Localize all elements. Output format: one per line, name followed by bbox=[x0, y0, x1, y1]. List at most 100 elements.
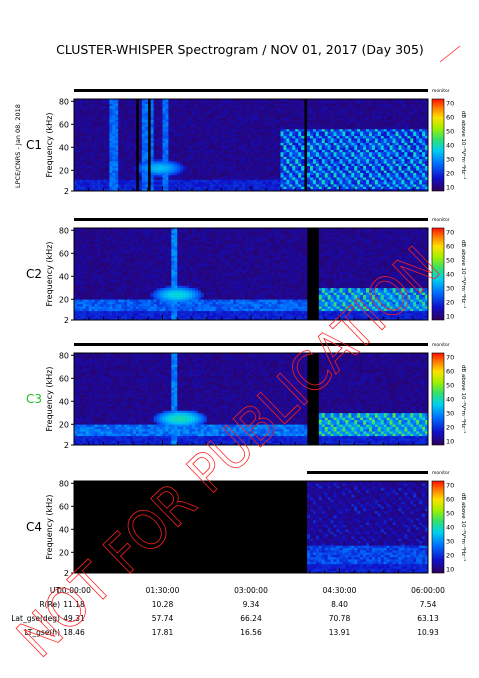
heatmap-cell bbox=[82, 308, 87, 312]
heatmap-cell bbox=[307, 105, 311, 109]
heatmap-cell bbox=[209, 140, 213, 143]
heatmap-cell bbox=[377, 99, 382, 102]
heatmap-cell bbox=[150, 163, 154, 166]
heatmap-cell bbox=[88, 269, 92, 272]
heatmap-cell bbox=[330, 156, 334, 160]
heatmap-cell bbox=[251, 156, 255, 160]
heatmap-cell bbox=[342, 135, 346, 139]
heatmap-cell bbox=[289, 128, 293, 132]
heatmap-cell bbox=[144, 179, 149, 183]
heatmap-cell bbox=[203, 110, 208, 114]
heatmap-cell bbox=[153, 138, 157, 141]
heatmap-cell bbox=[253, 165, 258, 169]
heatmap-cell bbox=[200, 110, 205, 114]
heatmap-cell bbox=[286, 149, 290, 153]
heatmap-cell bbox=[268, 145, 272, 148]
heatmap-cell bbox=[366, 172, 370, 176]
heatmap-cell bbox=[256, 133, 261, 137]
heatmap-cell bbox=[76, 271, 81, 275]
heatmap-cell bbox=[138, 99, 143, 102]
heatmap-cell bbox=[82, 299, 87, 302]
heatmap-cell bbox=[138, 128, 143, 132]
heatmap-cell bbox=[336, 110, 340, 114]
heatmap-cell bbox=[97, 140, 101, 143]
heatmap-cell bbox=[74, 140, 78, 143]
heatmap-cell bbox=[189, 154, 193, 157]
heatmap-cell bbox=[112, 163, 116, 166]
heatmap-cell bbox=[380, 147, 385, 150]
heatmap-cell bbox=[339, 142, 343, 146]
heatmap-cell bbox=[374, 122, 379, 125]
heatmap-cell bbox=[156, 179, 160, 183]
heatmap-cell bbox=[289, 135, 293, 139]
heatmap-cell bbox=[283, 142, 287, 146]
heatmap-cell bbox=[221, 172, 225, 176]
heatmap-cell bbox=[339, 165, 343, 169]
heatmap-cell bbox=[233, 163, 237, 166]
heatmap-cell bbox=[395, 135, 399, 139]
heatmap-cell bbox=[94, 149, 98, 153]
heatmap-cell bbox=[366, 131, 370, 134]
heatmap-cell bbox=[118, 149, 122, 153]
heatmap-cell bbox=[360, 172, 364, 176]
heatmap-cell bbox=[153, 158, 157, 162]
heatmap-cell bbox=[230, 142, 234, 146]
heatmap-cell bbox=[109, 99, 113, 102]
heatmap-cell bbox=[100, 99, 104, 102]
heatmap-cell bbox=[97, 117, 101, 120]
heatmap-cell bbox=[248, 163, 252, 166]
heatmap-cell bbox=[224, 154, 228, 157]
heatmap-cell bbox=[286, 101, 290, 104]
heatmap-cell bbox=[321, 188, 326, 192]
heatmap-cell bbox=[251, 126, 255, 130]
heatmap-cell bbox=[227, 103, 231, 107]
heatmap-cell bbox=[371, 188, 376, 192]
heatmap-cell bbox=[371, 179, 376, 183]
heatmap-cell bbox=[171, 174, 175, 178]
heatmap-cell bbox=[422, 126, 426, 130]
heatmap-cell bbox=[407, 110, 411, 114]
heatmap-cell bbox=[209, 103, 213, 107]
heatmap-cell bbox=[321, 119, 326, 123]
heatmap-cell bbox=[380, 108, 385, 111]
heatmap-cell bbox=[369, 115, 373, 118]
heatmap-cell bbox=[324, 149, 328, 153]
heatmap-cell bbox=[324, 108, 328, 111]
heatmap-cell bbox=[336, 149, 340, 153]
heatmap-cell bbox=[348, 165, 352, 169]
heatmap-cell bbox=[371, 151, 376, 155]
heatmap-cell bbox=[206, 170, 210, 173]
heatmap-cell bbox=[280, 149, 284, 153]
heatmap-cell bbox=[221, 105, 225, 109]
heatmap-cell bbox=[103, 161, 107, 164]
heatmap-cell bbox=[174, 128, 178, 132]
heatmap-cell bbox=[103, 122, 107, 125]
heatmap-cell bbox=[177, 172, 181, 176]
heatmap-cell bbox=[425, 138, 429, 141]
heatmap-cell bbox=[162, 168, 166, 171]
heatmap-cell bbox=[410, 126, 414, 130]
heatmap-cell bbox=[124, 174, 128, 178]
heatmap-cell bbox=[295, 170, 299, 173]
heatmap-cell bbox=[74, 239, 78, 243]
heatmap-cell bbox=[383, 119, 387, 123]
heatmap-cell bbox=[203, 133, 208, 137]
heatmap-cell bbox=[374, 147, 379, 150]
heatmap-cell bbox=[416, 133, 420, 137]
heatmap-cell bbox=[165, 165, 169, 169]
heatmap-cell bbox=[165, 147, 169, 150]
heatmap-cell bbox=[183, 128, 187, 132]
heatmap-cell bbox=[327, 174, 331, 178]
heatmap-cell bbox=[401, 145, 405, 148]
heatmap-cell bbox=[88, 110, 92, 114]
heatmap-cell bbox=[351, 151, 355, 155]
heatmap-cell bbox=[85, 140, 90, 143]
heatmap-cell bbox=[82, 280, 87, 284]
heatmap-cell bbox=[277, 119, 281, 123]
heatmap-cell bbox=[292, 140, 296, 143]
heatmap-cell bbox=[413, 115, 417, 118]
heatmap-cell bbox=[88, 165, 92, 169]
heatmap-cell bbox=[248, 179, 252, 183]
heatmap-cell bbox=[377, 177, 382, 180]
heatmap-cell bbox=[389, 165, 393, 169]
